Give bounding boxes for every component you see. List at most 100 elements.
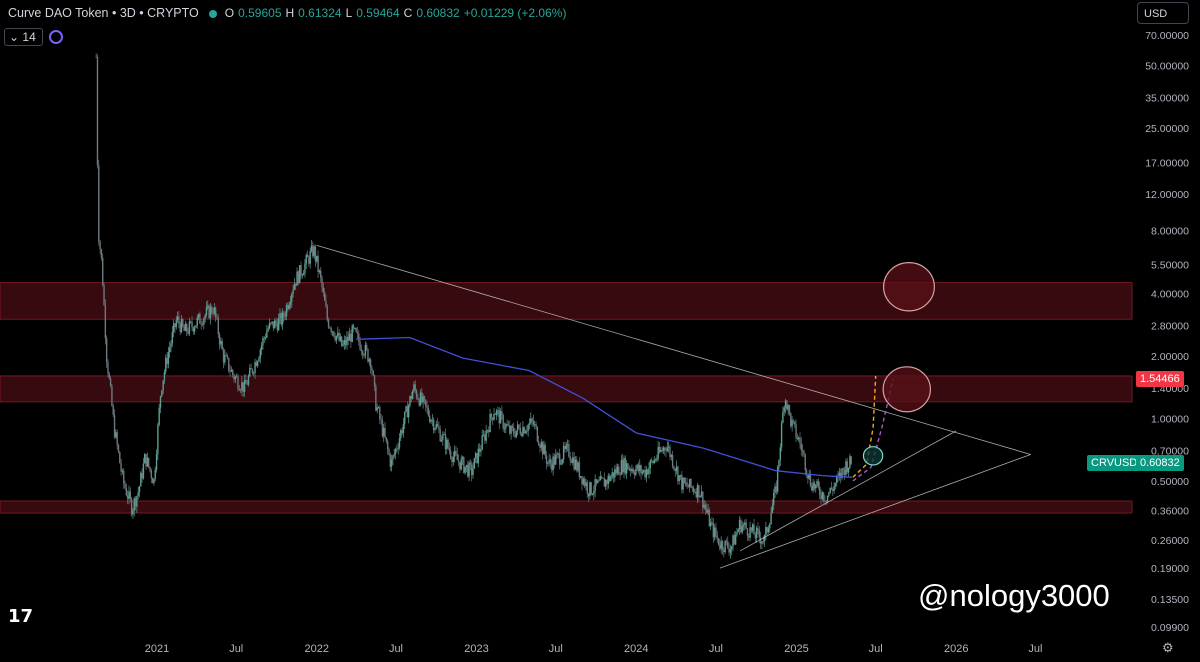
candle-body — [417, 397, 419, 400]
candle-body — [178, 316, 180, 324]
candle-body — [284, 316, 286, 317]
candle-body — [623, 457, 625, 473]
candle-body — [702, 491, 704, 508]
candle-body — [401, 430, 403, 434]
candle-body — [799, 437, 801, 444]
x-tick-label: Jul — [869, 643, 883, 655]
candle-body — [677, 466, 679, 482]
candle-body — [386, 441, 389, 450]
candle-body — [140, 472, 142, 487]
candle-body — [561, 459, 564, 464]
candle-body — [712, 522, 715, 538]
candle-body — [709, 522, 712, 527]
candle-body — [277, 318, 280, 331]
candle-body — [310, 245, 313, 252]
candle-body — [201, 324, 204, 326]
candle-body — [825, 500, 827, 503]
candle-body — [551, 463, 553, 471]
candle-body — [728, 547, 730, 553]
y-tick-label: 4.00000 — [1151, 288, 1189, 300]
resistance-zone-0 — [0, 282, 1133, 320]
candle-body — [161, 390, 163, 397]
candle-body — [791, 420, 793, 427]
open-value: 0.59605 — [238, 6, 282, 20]
candle-body — [293, 283, 296, 290]
ohlc-values: O 0.59605 H 0.61324 L 0.59464 C 0.60832 +0.01229… — [224, 6, 567, 20]
candle-body — [232, 369, 234, 375]
candle-body — [516, 424, 519, 431]
low-value: 0.59464 — [356, 6, 400, 20]
candle-body — [251, 369, 254, 374]
candle-body — [599, 476, 602, 481]
candle-body — [439, 429, 441, 442]
candle-body — [239, 390, 242, 392]
candle-body — [494, 413, 497, 415]
candle-body — [213, 307, 216, 314]
candle-body — [394, 448, 397, 455]
indicator-count: 14 — [22, 30, 36, 44]
candle-body — [141, 472, 143, 479]
candle-body — [432, 419, 435, 431]
candle-body — [176, 316, 179, 321]
tradingview-logo-icon[interactable]: 𝟭𝟳 — [8, 606, 34, 626]
y-tick-label: 25.00000 — [1145, 123, 1189, 135]
candle-body — [217, 317, 219, 335]
x-tick-label: 2026 — [944, 643, 968, 655]
candle-body — [132, 510, 134, 515]
candle-body — [809, 474, 812, 487]
candle-body — [365, 344, 368, 350]
candle-body — [591, 494, 594, 495]
candle-body — [329, 327, 331, 329]
candle-body — [545, 455, 548, 464]
candle-body — [628, 468, 630, 470]
candle-body — [788, 405, 791, 413]
candle-body — [285, 305, 288, 317]
candle-body — [321, 277, 323, 288]
x-tick-label: 2023 — [464, 643, 488, 655]
candle-body — [665, 450, 667, 452]
candle-body — [147, 457, 150, 467]
candle-body — [319, 270, 322, 278]
candle-body — [645, 469, 648, 478]
candle-body — [522, 427, 524, 436]
candle-body — [493, 413, 495, 420]
candle-body — [317, 255, 319, 272]
candle-body — [746, 528, 749, 536]
candle-body — [480, 449, 482, 452]
x-tick-label: Jul — [229, 643, 243, 655]
candle-body — [398, 438, 401, 448]
candle-body — [168, 347, 171, 353]
candle-body — [233, 374, 235, 380]
candle-body — [142, 463, 145, 479]
candle-body — [776, 466, 779, 492]
resistance-zone-2 — [0, 500, 1133, 514]
candle-body — [708, 510, 711, 527]
candle-body — [792, 420, 795, 422]
candle-body — [193, 327, 196, 332]
candle-body — [225, 355, 227, 356]
candle-body — [796, 437, 799, 440]
candle-body — [586, 482, 588, 494]
candle-body — [263, 337, 265, 339]
candle-body — [691, 486, 694, 489]
candle-body — [367, 349, 369, 362]
gear-icon[interactable]: ⚙ — [1162, 640, 1174, 655]
candle-body — [531, 418, 533, 421]
symbol-title[interactable]: Curve DAO Token • 3D • CRYPTO — [8, 6, 199, 20]
currency-selector[interactable]: USD — [1137, 2, 1189, 24]
candle-body — [671, 454, 674, 467]
candle-body — [356, 332, 359, 334]
indicator-toggle[interactable]: ⌄ 14 — [4, 28, 43, 46]
candle-body — [675, 466, 678, 472]
candle-body — [465, 464, 468, 467]
candle-body — [797, 437, 800, 440]
candle-body — [190, 321, 192, 323]
cycle-icon[interactable] — [48, 30, 63, 44]
candle-body — [253, 372, 255, 374]
candle-body — [469, 462, 472, 465]
close-value: 0.60832 — [416, 6, 460, 20]
candle-body — [635, 469, 637, 475]
candle-body — [427, 408, 430, 416]
candle-body — [138, 486, 141, 493]
